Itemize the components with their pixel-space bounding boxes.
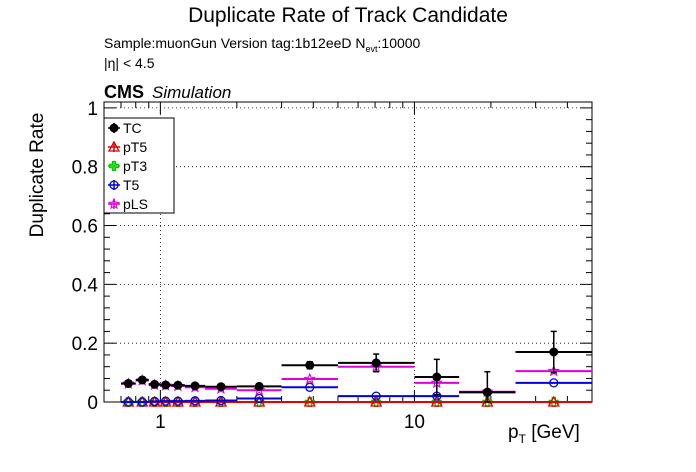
legend-label: pT5 (123, 139, 147, 155)
data-point (150, 379, 160, 389)
y-tick-label: 0.8 (72, 158, 98, 179)
data-point (254, 393, 264, 404)
x-axis-label: pT [GeV] (508, 422, 580, 446)
legend: TC pT5 pT3 T5 pLS (103, 117, 175, 214)
data-point (123, 378, 133, 388)
legend-label: T5 (123, 177, 140, 193)
nevt-subscript: evt (365, 43, 378, 54)
grid (104, 102, 592, 403)
plot-frame (103, 101, 593, 403)
x-tick-label: 10 (404, 412, 425, 433)
y-tick-label: 0.4 (72, 275, 99, 296)
data-point (123, 397, 134, 407)
legend-entry-pt5: pT5 (107, 139, 147, 155)
y-tick-label: 1 (87, 99, 98, 120)
legend-entry-t5: T5 (108, 177, 140, 193)
data-point (173, 396, 183, 406)
data-point (216, 395, 226, 406)
eta-cut: |η| < 4.5 (104, 55, 155, 71)
x-axis-label-p: p (508, 422, 519, 443)
chart-title: Duplicate Rate of Track Candidate (188, 4, 508, 27)
data-point (482, 387, 492, 397)
data-series (121, 330, 592, 408)
legend-label: TC (123, 120, 142, 136)
y-tick-label: 0.6 (72, 217, 98, 238)
cms-text: CMS (104, 82, 144, 102)
data-point (190, 381, 200, 391)
data-point (149, 396, 160, 407)
data-point (305, 382, 315, 392)
x-axis-label-sub: T (518, 431, 526, 446)
legend-entry-pls: pLS (107, 196, 148, 212)
legend-marker (109, 123, 119, 133)
legend-entry-tc: TC (108, 120, 142, 136)
y-tick-label: 0 (87, 393, 98, 414)
x-axis-label-unit: [GeV] (525, 422, 580, 443)
data-point (137, 397, 147, 407)
legend-label: pT3 (123, 158, 147, 174)
nevt-value: :10000 (377, 35, 421, 51)
data-point (370, 395, 383, 407)
data-point (303, 372, 316, 385)
data-point (371, 358, 381, 368)
data-point (161, 380, 171, 390)
cms-label: CMS Simulation (104, 82, 231, 103)
sample-info: Sample:muonGun Version tag:1b12eeD Nevt:… (104, 35, 420, 54)
legend-marker (107, 140, 121, 152)
data-point (160, 396, 171, 406)
plot-frame-rect (103, 101, 593, 403)
data-point (254, 381, 264, 391)
legend-label: pLS (123, 196, 148, 212)
axis-ticks: 1 10 0 0.2 0.4 0.6 0.8 1 (72, 99, 593, 433)
data-point (216, 382, 226, 392)
simulation-text: Simulation (152, 83, 232, 102)
data-point (549, 378, 559, 388)
data-point (303, 395, 316, 407)
data-point (371, 391, 381, 401)
data-point (547, 395, 560, 407)
legend-entry-pt3: pT3 (108, 158, 147, 174)
legend-marker (107, 197, 121, 210)
data-point (190, 396, 200, 406)
sample-info-text: Sample:muonGun Version tag:1b12eeD N (104, 35, 366, 51)
data-point (305, 360, 315, 370)
series-pls (121, 360, 592, 397)
series-tc (121, 330, 592, 403)
legend-marker (108, 160, 120, 172)
x-tick-label: 1 (155, 412, 166, 433)
y-tick-label: 0.2 (72, 334, 98, 355)
legend-marker (109, 180, 119, 190)
data-point (137, 375, 147, 385)
data-point (430, 395, 443, 407)
data-point (549, 347, 559, 357)
data-point (173, 380, 183, 390)
data-point (432, 372, 442, 382)
